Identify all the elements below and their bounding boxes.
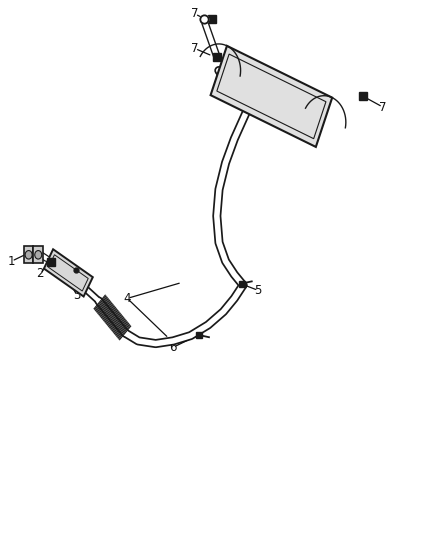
Polygon shape [24,246,33,263]
Text: 1: 1 [8,255,15,268]
Text: 5: 5 [254,284,262,297]
Polygon shape [44,249,93,296]
Text: 7: 7 [191,7,199,20]
Polygon shape [33,246,43,263]
Text: 7: 7 [379,101,386,114]
Text: 3: 3 [74,289,81,302]
Text: 2: 2 [36,267,44,280]
Text: 6: 6 [170,341,177,354]
Text: 4: 4 [124,292,131,305]
Text: 7: 7 [191,42,199,55]
Circle shape [25,251,32,259]
Polygon shape [211,46,332,147]
Circle shape [35,251,42,259]
